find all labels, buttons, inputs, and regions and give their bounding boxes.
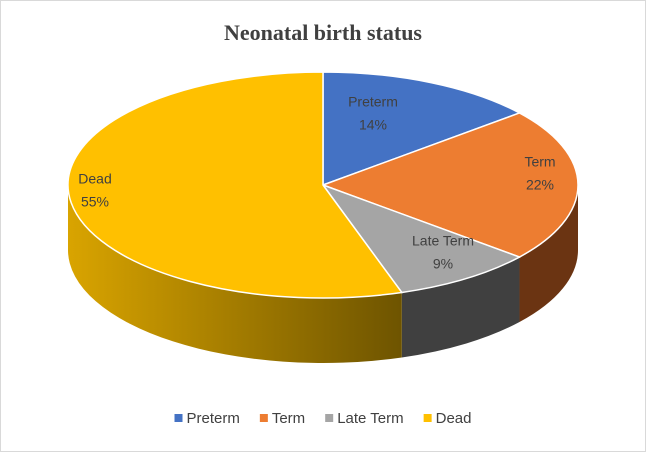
pie-slice <box>320 183 522 294</box>
pie-slice <box>322 71 522 187</box>
legend-swatch <box>174 414 183 422</box>
legend-label: Term <box>272 410 305 427</box>
data-label-name: Late Term <box>412 233 474 249</box>
pie-side <box>401 257 520 358</box>
data-label-name: Term <box>524 154 555 170</box>
legend-swatch <box>325 414 334 422</box>
data-label-name: Dead <box>78 171 111 187</box>
legend-label: Dead <box>436 410 472 427</box>
legend-swatch <box>423 414 432 422</box>
pie-slice <box>67 71 404 299</box>
pie-side <box>68 185 402 363</box>
legend-swatch <box>259 414 268 422</box>
data-label-name: Preterm <box>348 94 398 110</box>
data-label: 22% <box>526 177 554 193</box>
legend-label: Late Term <box>337 410 403 427</box>
data-label: 9% <box>433 256 453 272</box>
pie-slice <box>320 112 579 258</box>
legend-label: Preterm <box>187 410 240 427</box>
data-label: 14% <box>359 117 387 133</box>
pie-side <box>519 185 578 323</box>
data-label: 55% <box>81 194 109 210</box>
chart-title: Neonatal birth status <box>224 20 422 45</box>
